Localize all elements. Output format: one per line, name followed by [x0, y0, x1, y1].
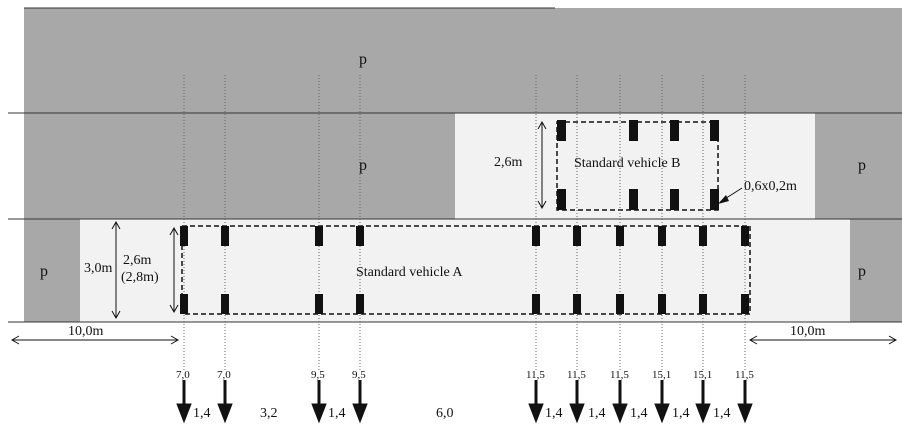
bottom-right-label: p: [858, 263, 866, 280]
spacing-3: 1,4: [328, 406, 346, 421]
axle-load-labels: 7,0 7,0 9,5 9,5 11,5 11,5 11,5 15,1 15,1…: [176, 369, 754, 381]
axle-load-4: 9,5: [352, 369, 366, 381]
spacing-1: 1,4: [193, 406, 211, 421]
vehicle-a-label: Standard vehicle A: [356, 265, 463, 280]
left-distance-label: 10,0m: [68, 324, 104, 339]
top-lane-label: p: [359, 51, 367, 68]
spacing-9: 1,4: [713, 406, 731, 421]
vehicle-b-label: Standard vehicle B: [574, 156, 681, 171]
bottom-left-label: p: [40, 263, 48, 280]
spacing-6: 1,4: [588, 406, 606, 421]
spacing-5: 1,4: [545, 406, 563, 421]
axle-load-8: 15,1: [652, 369, 671, 381]
spacing-2: 3,2: [260, 406, 278, 421]
top-lane: [24, 8, 902, 113]
axle-load-6: 11,5: [567, 369, 586, 381]
axle-guides: [183, 75, 746, 370]
spacing-8: 1,4: [672, 406, 690, 421]
axle-load-10: 11,5: [735, 369, 754, 381]
vehicle-b-width-label: 2,6m: [494, 155, 523, 170]
wheel-pointer-head: [718, 195, 729, 204]
spacing-labels: 1,4 3,2 1,4 6,0 1,4 1,4 1,4 1,4 1,4: [193, 406, 731, 421]
middle-right-label: p: [858, 157, 866, 174]
axle-load-3: 9,5: [311, 369, 325, 381]
middle-lane-label: p: [359, 157, 367, 174]
axle-load-2: 7,0: [217, 369, 231, 381]
load-arrows: [176, 380, 753, 424]
right-distance-label: 10,0m: [790, 324, 826, 339]
lane-width-label: 3,0m: [84, 261, 113, 276]
axle-load-9: 15,1: [693, 369, 712, 381]
vehicle-b-wheels: [557, 120, 719, 210]
axle-load-5: 11,5: [526, 369, 545, 381]
vehicle-a-area: [80, 219, 850, 322]
axle-load-7: 11,5: [610, 369, 629, 381]
vehicle-a-outline: [181, 225, 751, 315]
spacing-4: 6,0: [436, 406, 454, 421]
vehicle-a-width-line2: (2,8m): [121, 270, 159, 285]
wheel-contact-label: 0,6x0,2m: [744, 179, 797, 194]
spacing-7: 1,4: [630, 406, 648, 421]
vehicle-a-wheels: [180, 226, 749, 314]
vehicle-a-width-line1: 2,6m: [123, 253, 152, 268]
axle-load-1: 7,0: [176, 369, 190, 381]
dimension-lines: [10, 120, 898, 345]
